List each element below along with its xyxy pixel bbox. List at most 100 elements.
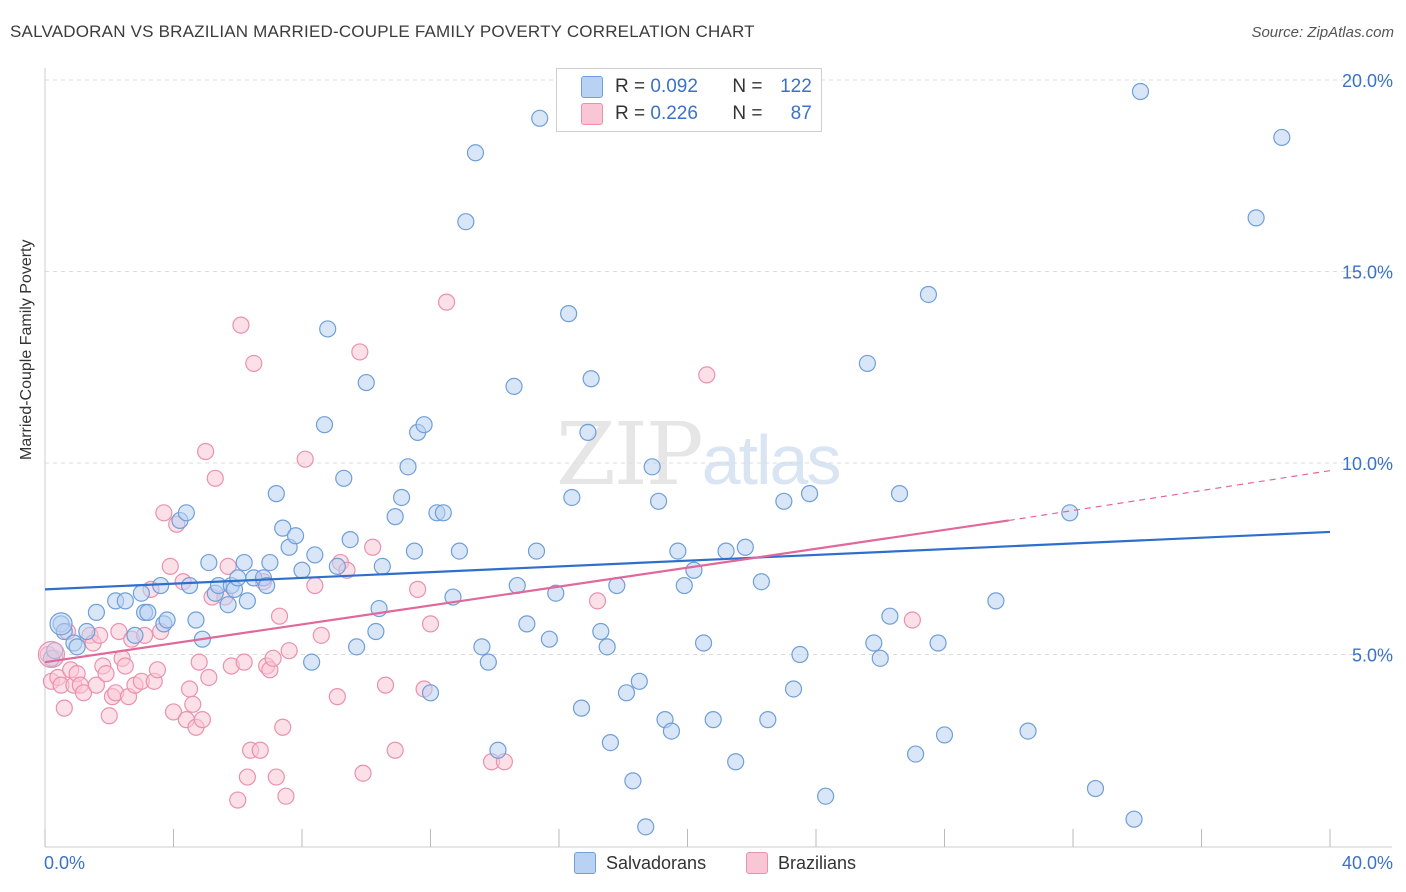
brazilian-point: [386, 741, 404, 759]
salvadoran-point: [582, 370, 600, 388]
salvadoran-point: [473, 638, 491, 656]
salvadoran-point: [466, 144, 485, 162]
brazilians-trend-extension: [1008, 470, 1331, 522]
brazilian-point: [148, 661, 167, 679]
salvadoran-point: [293, 561, 311, 579]
salvadoran-point: [219, 596, 237, 614]
salvadoran-point: [421, 684, 440, 702]
salvadoran-point: [187, 611, 205, 629]
salvadoran-point: [906, 745, 925, 763]
salvadoran-point: [890, 485, 909, 503]
legend-r-label: R =: [615, 76, 646, 97]
legend-r-value: 0.226: [650, 103, 698, 124]
brazilian-point: [180, 680, 199, 698]
brazilian-point: [409, 580, 427, 598]
salvadoran-point: [617, 684, 636, 702]
salvadoran-point: [450, 542, 469, 560]
brazilian-point: [55, 699, 73, 717]
salvadoran-point: [261, 553, 279, 572]
y-tick-label: 15.0%: [1342, 263, 1393, 283]
brazilian-point: [245, 354, 263, 373]
brazilian-point: [364, 538, 382, 556]
brazilian-point: [74, 684, 93, 702]
salvadoran-point: [775, 492, 793, 510]
salvadoran-point: [479, 653, 497, 671]
salvadoran-point: [662, 722, 681, 740]
salvadoran-point: [563, 488, 581, 507]
brazilian-point: [193, 711, 212, 729]
salvadoran-point: [386, 508, 404, 526]
salvadoran-point: [592, 622, 610, 641]
brazilian-point: [229, 791, 247, 809]
salvadoran-point: [392, 488, 411, 507]
legend-n-value: 122: [780, 76, 812, 97]
legend-n-value: 87: [790, 103, 812, 124]
salvadoran-point: [489, 741, 507, 759]
brazilian-point: [274, 718, 292, 736]
y-tick-label: 10.0%: [1342, 454, 1393, 474]
salvadoran-point: [357, 373, 375, 392]
salvadoran-point: [49, 612, 73, 636]
legend-swatch-salvadorans: [581, 76, 603, 98]
brazilian-point: [354, 764, 372, 782]
salvadoran-point: [415, 416, 433, 434]
y-tick-label: 5.0%: [1352, 646, 1393, 666]
salvadoran-point: [229, 569, 247, 587]
legend-r-value: 0.092: [650, 76, 698, 97]
brazilian-point: [264, 649, 282, 667]
salvadoran-point: [267, 485, 285, 503]
salvadoran-point: [1273, 128, 1291, 147]
salvadoran-point: [919, 285, 938, 304]
salvadoran-point: [717, 542, 735, 560]
legend-n-label: N =: [732, 103, 763, 124]
salvadoran-point: [649, 492, 668, 510]
salvadoran-point: [367, 622, 385, 641]
bottom-legend-salvadorans: Salvadorans: [574, 852, 706, 874]
salvadoran-point: [727, 753, 745, 771]
legend: R = 0.092 N = 122 R = 0.226 N = 87: [556, 68, 822, 132]
brazilian-point: [161, 557, 179, 576]
salvadoran-point: [1125, 810, 1143, 828]
brazilian-point: [328, 688, 346, 706]
salvadoran-point: [335, 469, 353, 487]
bottom-legend-label: Brazilians: [778, 852, 857, 873]
salvadoran-point: [405, 542, 424, 560]
brazilian-point: [100, 707, 118, 725]
legend-r-label: R =: [615, 103, 646, 124]
salvadoran-point: [1086, 779, 1105, 798]
salvadoran-point: [315, 416, 334, 434]
salvadoran-point: [1061, 504, 1079, 522]
brazilian-point: [277, 787, 295, 805]
legend-n-label: N =: [732, 76, 763, 97]
brazilian-point: [421, 615, 440, 633]
salvadoran-point: [759, 711, 777, 729]
salvadoran-point: [624, 772, 642, 790]
brazilian-point: [97, 665, 115, 683]
salvadoran-point: [784, 680, 803, 698]
salvadoran-point: [704, 711, 722, 729]
y-axis-label: Married-Couple Family Poverty: [18, 239, 35, 460]
salvadoran-point: [286, 527, 305, 545]
brazilian-point: [197, 442, 215, 461]
salvadoran-point: [598, 638, 616, 656]
brazilian-point: [235, 653, 253, 671]
salvadoran-point: [158, 611, 176, 629]
salvadoran-point: [180, 576, 199, 595]
source-note: Source: ZipAtlas.com: [1251, 24, 1394, 41]
salvadoran-point: [800, 485, 819, 503]
brazilian-point: [376, 676, 395, 694]
brazilian-point: [116, 657, 134, 675]
legend-swatch-brazilians: [581, 103, 603, 125]
salvadoran-point: [929, 634, 947, 652]
salvadoran-point: [630, 672, 648, 690]
salvadoran-point: [328, 557, 346, 576]
salvadoran-point: [560, 305, 578, 323]
legend-row-salvadorans: R = 0.092 N = 122: [581, 75, 812, 99]
legend-row-brazilians: R = 0.226 N = 87: [581, 102, 812, 126]
brazilian-point: [37, 640, 66, 669]
brazilian-point: [351, 343, 369, 361]
salvadoran-point: [126, 626, 144, 644]
brazilian-point: [437, 293, 456, 311]
brazilian-point: [698, 366, 716, 384]
